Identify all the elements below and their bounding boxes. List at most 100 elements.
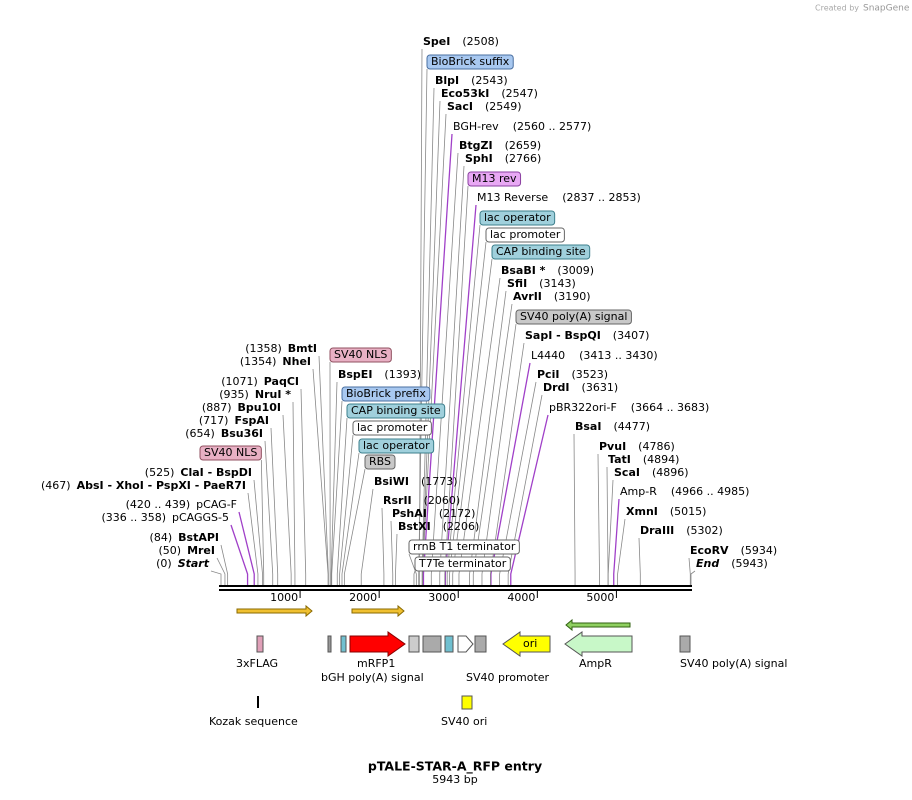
- feature-name: SV40 poly(A) signal: [680, 657, 787, 670]
- site-position: (4786): [638, 440, 675, 453]
- site-name: SapI - BspQI: [525, 329, 601, 342]
- site-position: (50): [158, 544, 181, 557]
- feature-label: SV40 NLS: [204, 446, 257, 459]
- feature: [423, 636, 441, 652]
- site-line: [221, 545, 228, 586]
- site-name: Bsu36I: [221, 427, 263, 440]
- feature: [445, 636, 453, 652]
- orf-arrow: [566, 620, 630, 630]
- site-line: [265, 441, 273, 586]
- site-line: [500, 382, 536, 586]
- site-position: (525): [145, 466, 175, 479]
- site-name: SpeI: [423, 35, 450, 48]
- feature-name: bGH poly(A) signal: [321, 671, 424, 684]
- feature-label: RBS: [369, 455, 391, 468]
- site-name: SphI: [465, 152, 493, 165]
- feature-label: CAP binding site: [496, 245, 586, 258]
- site-name: DrdI: [543, 381, 570, 394]
- site-position: (2172): [439, 507, 476, 520]
- site-line: [254, 480, 263, 586]
- site-name: Eco53kI: [441, 87, 489, 100]
- feature-label: M13 rev: [472, 172, 517, 185]
- site-name: NruI *: [255, 388, 291, 401]
- feature: [565, 632, 632, 656]
- site-name: BsiWI: [374, 475, 409, 488]
- feature-label: BioBrick suffix: [431, 55, 510, 68]
- site-position: (420 .. 439): [126, 498, 191, 511]
- site-line: [211, 571, 221, 586]
- site-position: (336 .. 358): [101, 511, 166, 524]
- site-position: (2060): [424, 494, 461, 507]
- site-name: BsaI: [575, 420, 601, 433]
- ruler-label: 2000: [349, 591, 377, 604]
- site-name: DraIII: [640, 524, 674, 537]
- site-position: (3664 .. 3683): [631, 401, 710, 414]
- site-position: (3413 .. 3430): [579, 349, 658, 362]
- site-position: (1354): [240, 355, 277, 368]
- site-name: M13 Reverse: [477, 191, 548, 204]
- credit: Created by: [815, 4, 859, 13]
- site-position: (1071): [221, 375, 258, 388]
- site-name: AbsI - XhoI - PspXI - PaeR7I: [77, 479, 246, 492]
- feature-name: SV40 ori: [441, 715, 487, 728]
- site-position: (717): [199, 414, 229, 427]
- site-position: (1358): [245, 342, 282, 355]
- site-line: [691, 571, 695, 586]
- site-position: (3631): [582, 381, 619, 394]
- site-name: pBR322ori-F: [549, 401, 617, 414]
- site-position: (4477): [613, 420, 650, 433]
- site-line: [293, 402, 295, 586]
- site-name: ClaI - BspDI: [180, 466, 252, 479]
- ruler-label: 1000: [270, 591, 298, 604]
- site-name: XmnI: [626, 505, 658, 518]
- site-name: NheI: [282, 355, 311, 368]
- site-position: (2766): [505, 152, 542, 165]
- feature-label: lac operator: [363, 439, 430, 452]
- site-position: (2206): [443, 520, 480, 533]
- site-position: (3190): [554, 290, 591, 303]
- site-position: (2549): [485, 100, 522, 113]
- feature: [458, 636, 473, 652]
- site-name: pCAGGS-5: [172, 511, 229, 524]
- ruler-label: 4000: [507, 591, 535, 604]
- site-position: (467): [41, 479, 71, 492]
- site-position: (1393): [384, 368, 421, 381]
- site-position: (3143): [539, 277, 576, 290]
- site-position: (654): [185, 427, 215, 440]
- feature-label: SV40 NLS: [334, 348, 387, 361]
- site-name: PshAI: [392, 507, 427, 520]
- site-position: (84): [150, 531, 173, 544]
- feature-label: T7Te terminator: [418, 557, 507, 570]
- site-line: [639, 538, 640, 586]
- feature-label: BioBrick prefix: [346, 387, 426, 400]
- feature: [257, 636, 263, 652]
- feature-name: SV40 promoter: [466, 671, 550, 684]
- site-position: (3407): [613, 329, 650, 342]
- site-name: TatI: [608, 453, 631, 466]
- site-name: SfiI: [507, 277, 527, 290]
- site-line: [301, 389, 306, 586]
- feature: [328, 636, 331, 652]
- site-name: BGH-rev: [453, 120, 499, 133]
- feature-label: SV40 poly(A) signal: [520, 310, 627, 323]
- site-position: (935): [219, 388, 249, 401]
- site-position: (4966 .. 4985): [671, 485, 750, 498]
- site-line: [598, 454, 599, 586]
- site-position: (3009): [557, 264, 594, 277]
- site-name: Bpu10I: [238, 401, 282, 414]
- site-position: (2543): [471, 74, 508, 87]
- feature-name: AmpR: [579, 657, 612, 670]
- site-name: PvuI: [599, 440, 626, 453]
- site-name: BtgZI: [459, 139, 493, 152]
- site-name: MreI: [187, 544, 215, 557]
- ruler-label: 3000: [428, 591, 456, 604]
- site-name: Amp-R: [620, 485, 657, 498]
- feature: [409, 636, 419, 652]
- site-position: (0): [156, 557, 172, 570]
- feature-label: rrnB T1 terminator: [413, 540, 516, 553]
- site-name: BlpI: [435, 74, 459, 87]
- feature: [341, 636, 346, 652]
- site-name: Start: [178, 557, 210, 570]
- site-line: [331, 382, 337, 586]
